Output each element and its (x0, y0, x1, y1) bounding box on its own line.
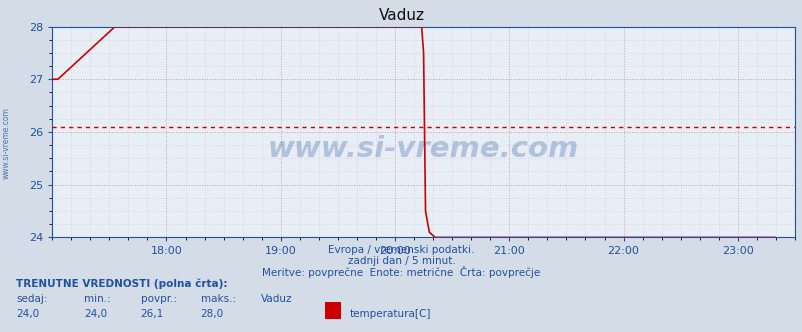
Text: Vaduz: Vaduz (261, 294, 292, 304)
Text: www.si-vreme.com: www.si-vreme.com (2, 107, 11, 179)
Text: 24,0: 24,0 (16, 309, 39, 319)
Text: temperatura[C]: temperatura[C] (349, 309, 430, 319)
Text: maks.:: maks.: (200, 294, 236, 304)
Text: sedaj:: sedaj: (16, 294, 47, 304)
Text: Vaduz: Vaduz (378, 8, 424, 23)
Text: TRENUTNE VREDNOSTI (polna črta):: TRENUTNE VREDNOSTI (polna črta): (16, 279, 227, 290)
Text: Meritve: povprečne  Enote: metrične  Črta: povprečje: Meritve: povprečne Enote: metrične Črta:… (262, 266, 540, 278)
Text: 24,0: 24,0 (84, 309, 107, 319)
Text: 28,0: 28,0 (200, 309, 224, 319)
Text: Evropa / vremenski podatki.: Evropa / vremenski podatki. (328, 245, 474, 255)
Text: www.si-vreme.com: www.si-vreme.com (268, 135, 578, 163)
Text: povpr.:: povpr.: (140, 294, 176, 304)
Text: zadnji dan / 5 minut.: zadnji dan / 5 minut. (347, 256, 455, 266)
Text: min.:: min.: (84, 294, 111, 304)
Text: 26,1: 26,1 (140, 309, 164, 319)
